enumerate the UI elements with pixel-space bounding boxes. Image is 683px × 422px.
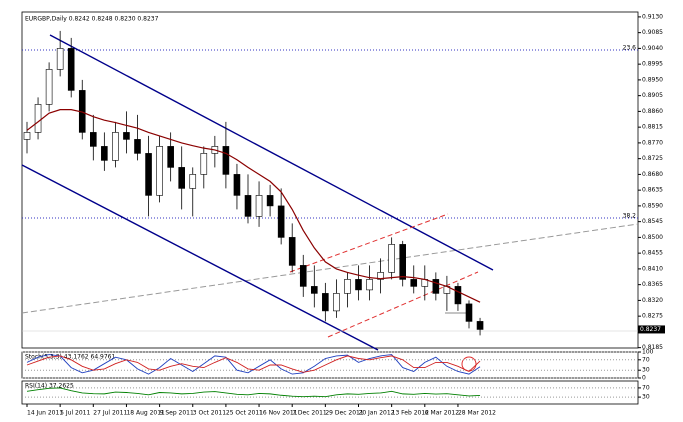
y-tick-label: 0.8680 (642, 171, 663, 178)
x-tick-label: 14 Jun 2011 (27, 410, 63, 417)
y-tick-label: 0.8410 (642, 265, 663, 272)
candle-body (244, 195, 252, 217)
y-tick-label: 0.8950 (642, 76, 663, 83)
rsi-panel (21, 380, 639, 405)
y-tick-label: 0.8185 (642, 344, 663, 351)
channel-line (49, 34, 494, 271)
y-tick-label: 0.8275 (642, 313, 663, 320)
candle-body (134, 139, 141, 154)
indicator-line (26, 355, 481, 373)
candle-body (90, 132, 97, 147)
candle-body (299, 265, 307, 287)
candle-body (266, 195, 274, 207)
x-tick-label: 13 Feb 2012 (392, 410, 430, 417)
candle-body (67, 48, 75, 91)
x-tick-label: 5 Jul 2011 (60, 410, 90, 417)
candle-body (454, 286, 462, 305)
candle-body (23, 132, 31, 140)
y-tick-label: 0.8860 (642, 108, 663, 115)
candle-body (56, 48, 64, 70)
candle-body (145, 153, 152, 196)
y-tick-label: 0.8635 (642, 187, 663, 194)
candle-body (101, 146, 108, 161)
y-tick-label: 0.8455 (642, 250, 663, 257)
candle-body (465, 303, 473, 322)
candle-body (277, 205, 285, 238)
candle-body (156, 146, 163, 196)
stoch-panel (21, 351, 639, 379)
candle-body (476, 321, 484, 330)
candle-body (288, 237, 296, 266)
y-tick-label: 0.8500 (642, 234, 663, 241)
indicator-title: RSI(14) 37.2625 (25, 383, 74, 390)
candle-body (189, 174, 197, 189)
trend-line (21, 223, 639, 314)
candle-body (432, 279, 440, 294)
price-label: 0.8237 (640, 326, 661, 333)
candle-body (399, 244, 407, 280)
candle-body (178, 167, 185, 189)
candle-body (355, 279, 362, 291)
indicator-line (26, 387, 481, 398)
channel-line (289, 213, 449, 273)
candle-body (333, 293, 340, 312)
candle-body (410, 279, 418, 287)
channel-line (21, 164, 379, 351)
y-tick-label: 30 (642, 394, 650, 401)
candle-body (112, 132, 119, 161)
candle-body (366, 279, 373, 291)
channel-line (327, 271, 479, 338)
x-tick-label: 16 Nov 2011 (259, 410, 298, 417)
y-tick-label: 0.8770 (642, 139, 663, 146)
x-tick-label: 6 Mar 2012 (425, 410, 459, 417)
x-tick-label: 20 Jan 2012 (359, 410, 395, 417)
x-tick-label: 9 Sep 2011 (160, 410, 194, 417)
x-tick-label: 25 Oct 2011 (226, 410, 263, 417)
y-tick-label: 0.9130 (642, 13, 663, 20)
y-tick-label: 70 (642, 384, 650, 391)
candle-body (45, 69, 53, 105)
y-tick-label: 0.9040 (642, 45, 663, 52)
candle-body (377, 272, 384, 280)
y-tick-label: 70 (642, 356, 650, 363)
candle-body (222, 146, 230, 175)
y-tick-label: 0.8995 (642, 61, 663, 68)
candle-body (388, 244, 395, 273)
y-tick-label: 0.8545 (642, 218, 663, 225)
price-box (638, 325, 665, 334)
y-tick-label: 0 (642, 375, 646, 382)
x-tick-label: 18 Aug 2011 (126, 410, 165, 417)
y-tick-label: 30 (642, 367, 650, 374)
x-tick-label: 29 Dec 2011 (325, 410, 364, 417)
y-tick-label: 0.8590 (642, 202, 663, 209)
x-tick-label: 28 Mar 2012 (458, 410, 496, 417)
candle-body (34, 104, 42, 133)
y-tick-label: 0.8725 (642, 155, 663, 162)
candle-body (123, 132, 130, 140)
y-tick-label: 0.8905 (642, 92, 663, 99)
candle-body (255, 195, 263, 217)
x-tick-label: 3 Oct 2011 (193, 410, 226, 417)
y-tick-label: 0.8320 (642, 297, 663, 304)
candle-body (322, 293, 329, 312)
candle-body (233, 174, 241, 196)
y-tick-label: 100 (642, 349, 654, 356)
y-tick-label: 0.8365 (642, 281, 663, 288)
moving-average (26, 109, 481, 303)
main-panel (21, 11, 639, 349)
candle-body (344, 279, 351, 294)
y-tick-label: 0.9085 (642, 29, 663, 36)
y-tick-label: 0.8815 (642, 124, 663, 131)
candle-body (200, 153, 208, 175)
chart-title: EURGBP,Daily 0.8242 0.8248 0.8230 0.8237 (25, 16, 159, 23)
candle-body (167, 146, 174, 168)
candle-body (310, 286, 318, 294)
annotation: 38.2 (623, 213, 637, 220)
x-tick-label: 27 Jul 2011 (93, 410, 127, 417)
indicator-title: Stoch(5,3,3) 43.1762 64.9761 (25, 354, 116, 361)
x-tick-label: 7 Dec 2011 (292, 410, 327, 417)
annotation: 23.6 (623, 45, 637, 52)
